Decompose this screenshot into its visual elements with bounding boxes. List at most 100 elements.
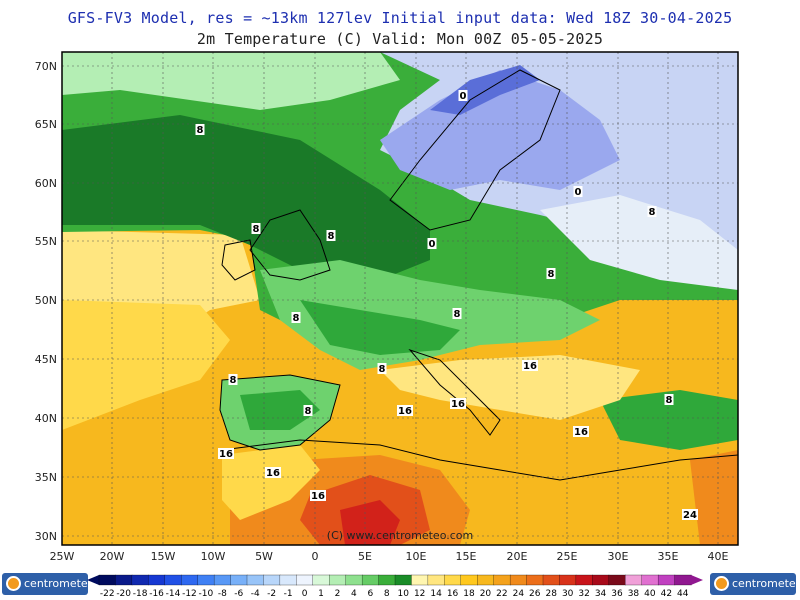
colorbar-tick-label: 32 xyxy=(578,589,589,597)
temperature-field xyxy=(62,52,738,545)
colorbar-swatch xyxy=(493,574,511,586)
colorbar-tick-label: 16 xyxy=(447,589,459,597)
colorbar-tick-label: 26 xyxy=(529,589,541,597)
lat-label: 45N xyxy=(35,353,57,366)
anatolia-green xyxy=(600,390,738,450)
contour-label-bg xyxy=(228,374,238,385)
contour-label-bg xyxy=(458,90,468,101)
colorbar-tick-label: 8 xyxy=(384,589,390,597)
contour-label: 8 xyxy=(293,313,300,324)
lon-label: 0 xyxy=(312,550,319,563)
longitude-labels: 25W 20W 15W 10W 5W 0 5E 10E 15E 20E 25E … xyxy=(50,550,729,563)
centrometeo-logo-left[interactable]: centrometeo xyxy=(2,573,94,595)
middle-east-orange xyxy=(690,450,738,545)
colorbar-swatch xyxy=(246,574,265,586)
contour-label-bg xyxy=(326,230,336,241)
scandinavia-coast xyxy=(389,69,561,231)
lon-label: 5E xyxy=(358,550,372,563)
colorbar-swatch xyxy=(213,574,232,586)
colorbar-swatch xyxy=(542,574,561,586)
lon-label: 10E xyxy=(406,550,427,563)
contour-label-bg xyxy=(573,186,583,197)
colorbar-swatch xyxy=(641,574,659,586)
colorbar-tick-label: -16 xyxy=(149,589,164,597)
colorbar-tick-label: 24 xyxy=(513,589,525,597)
contour-label: 0 xyxy=(575,187,582,198)
lon-label: 5W xyxy=(255,550,273,563)
contour-label-bg xyxy=(664,394,674,405)
lat-label: 40N xyxy=(35,412,57,425)
colorbar-tick-label: -1 xyxy=(284,589,293,597)
colorbar-tick-label: 4 xyxy=(351,589,357,597)
logo-icon xyxy=(714,576,729,591)
lon-label: 20E xyxy=(507,550,528,563)
colorbar-swatch xyxy=(115,574,133,586)
colorbar-tick-label: 36 xyxy=(611,589,623,597)
colorbar-swatch xyxy=(296,574,314,586)
contour-label: 24 xyxy=(683,510,697,521)
contour-label-bg xyxy=(397,405,413,416)
contour-label-bg xyxy=(546,268,556,279)
contour-label-bg xyxy=(251,223,261,234)
colorbar-tick-label: 10 xyxy=(397,589,409,597)
contour-label-bg xyxy=(310,490,326,501)
colorbar-tick-label: 42 xyxy=(661,589,672,597)
sahara-red xyxy=(340,500,400,545)
colorbar-swatch xyxy=(181,574,199,586)
colorbar-tick-label: 0 xyxy=(302,589,308,597)
contour-label: 16 xyxy=(451,399,465,410)
colorbar-tick-label: 20 xyxy=(480,589,492,597)
logo-icon xyxy=(6,576,21,591)
contour-label: 8 xyxy=(328,231,335,242)
colorbar-swatch xyxy=(263,574,281,586)
britain-coast xyxy=(249,209,331,281)
colorbar-tick-label: 2 xyxy=(335,589,341,597)
lon-label: 10W xyxy=(201,550,226,563)
contour-label-bg xyxy=(218,448,234,459)
colorbar-swatch xyxy=(394,574,413,586)
lon-label: 35E xyxy=(658,550,679,563)
lat-label: 55N xyxy=(35,235,57,248)
colorbar-swatch xyxy=(657,574,676,586)
colorbar-tick-label: -4 xyxy=(251,589,260,597)
centrometeo-logo-right[interactable]: centrometeo xyxy=(710,573,800,595)
colorbar-tick-label: 1 xyxy=(318,589,324,597)
lat-label: 65N xyxy=(35,118,57,131)
colorbar-swatch xyxy=(148,574,166,586)
contour-label-bg xyxy=(647,206,657,217)
contour-label: 16 xyxy=(219,449,233,460)
alps-green xyxy=(300,300,460,355)
contour-label-bg xyxy=(195,124,205,135)
colorbar-swatch xyxy=(411,574,429,586)
map-frame xyxy=(61,51,739,546)
colorbar-swatch xyxy=(625,574,643,586)
ireland-coast xyxy=(221,239,256,281)
colorbar-tick-label: -22 xyxy=(100,589,115,597)
lon-label: 15E xyxy=(456,550,477,563)
lat-label: 35N xyxy=(35,471,57,484)
contour-label-bg xyxy=(427,238,437,249)
contour-label: 16 xyxy=(311,491,325,502)
lat-label: 60N xyxy=(35,177,57,190)
mountain-deep-cold xyxy=(430,65,540,115)
contour-label: 8 xyxy=(253,224,260,235)
arctic-light-green xyxy=(62,52,400,110)
russia-near-zero xyxy=(540,195,738,290)
iberia-dark xyxy=(240,390,320,430)
north-africa-coast xyxy=(221,439,738,481)
colorbar-tick-label: -20 xyxy=(116,589,131,597)
contour-label: 16 xyxy=(574,427,588,438)
contour-label: 16 xyxy=(523,361,537,372)
colorbar-swatch xyxy=(427,574,445,586)
contour-label-bg xyxy=(452,308,462,319)
colorbar-tick-label: 6 xyxy=(367,589,373,597)
colorbar-tick-label: -18 xyxy=(133,589,148,597)
morocco-warm xyxy=(222,445,320,520)
atlantic-warm-band xyxy=(62,300,230,430)
colorbar-tick-label: 44 xyxy=(677,589,689,597)
logo-text: centrometeo xyxy=(24,577,95,590)
colorbar-tick-label: 34 xyxy=(595,589,607,597)
contour-label-bg xyxy=(291,312,301,323)
north-sea-dark-green xyxy=(62,115,430,280)
colorbar-swatch xyxy=(674,574,692,586)
